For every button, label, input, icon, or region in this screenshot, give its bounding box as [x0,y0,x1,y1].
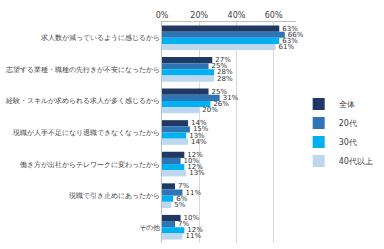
svg-text:30代: 30代 [339,138,357,147]
svg-text:志望する業種・職種の先行きが不安になったから: 志望する業種・職種の先行きが不安になったから [6,66,160,74]
svg-text:20%: 20% [202,106,218,114]
svg-text:31%: 31% [223,94,239,102]
svg-text:現職で引き止めにあったから: 現職で引き止めにあったから [69,192,160,200]
svg-text:28%: 28% [217,68,233,76]
svg-text:60%: 60% [265,11,283,20]
svg-text:40%: 40% [228,11,246,20]
svg-text:66%: 66% [288,31,304,39]
svg-text:その他: その他 [139,224,160,232]
svg-text:14%: 14% [191,138,207,146]
svg-text:6%: 6% [176,195,187,203]
svg-text:25%: 25% [212,88,228,96]
svg-text:25%: 25% [212,62,228,70]
svg-text:15%: 15% [193,125,209,133]
svg-text:28%: 28% [217,75,233,83]
svg-text:12%: 12% [187,226,203,234]
svg-text:27%: 27% [215,56,231,64]
svg-text:13%: 13% [189,169,205,177]
svg-text:20%: 20% [190,11,208,20]
svg-text:11%: 11% [185,189,201,197]
svg-text:10%: 10% [184,214,200,222]
svg-text:12%: 12% [187,163,203,171]
svg-text:全体: 全体 [339,100,355,109]
svg-text:7%: 7% [178,220,189,228]
svg-text:14%: 14% [191,119,207,127]
svg-text:63%: 63% [282,37,298,45]
svg-text:求人数が減っているように感じるから: 求人数が減っているように感じるから [41,34,160,42]
svg-text:61%: 61% [279,43,295,51]
svg-text:働き方が出社からテレワークに変わったから: 働き方が出社からテレワークに変わったから [20,161,160,169]
svg-text:12%: 12% [187,151,203,159]
svg-text:5%: 5% [174,201,185,209]
svg-text:20代: 20代 [339,119,357,128]
svg-text:40代以上: 40代以上 [339,157,373,166]
svg-text:経験・スキルが求められる求人が多く感じるから: 経験・スキルが求められる求人が多く感じるから [5,97,160,105]
svg-text:13%: 13% [189,132,205,140]
svg-text:63%: 63% [282,25,298,33]
svg-text:10%: 10% [184,157,200,165]
svg-text:0%: 0% [156,11,169,20]
svg-text:7%: 7% [178,182,189,190]
svg-text:26%: 26% [213,100,229,108]
svg-text:11%: 11% [185,232,201,240]
svg-text:現職が人手不足になり退職できなくなったから: 現職が人手不足になり退職できなくなったから [13,129,160,137]
